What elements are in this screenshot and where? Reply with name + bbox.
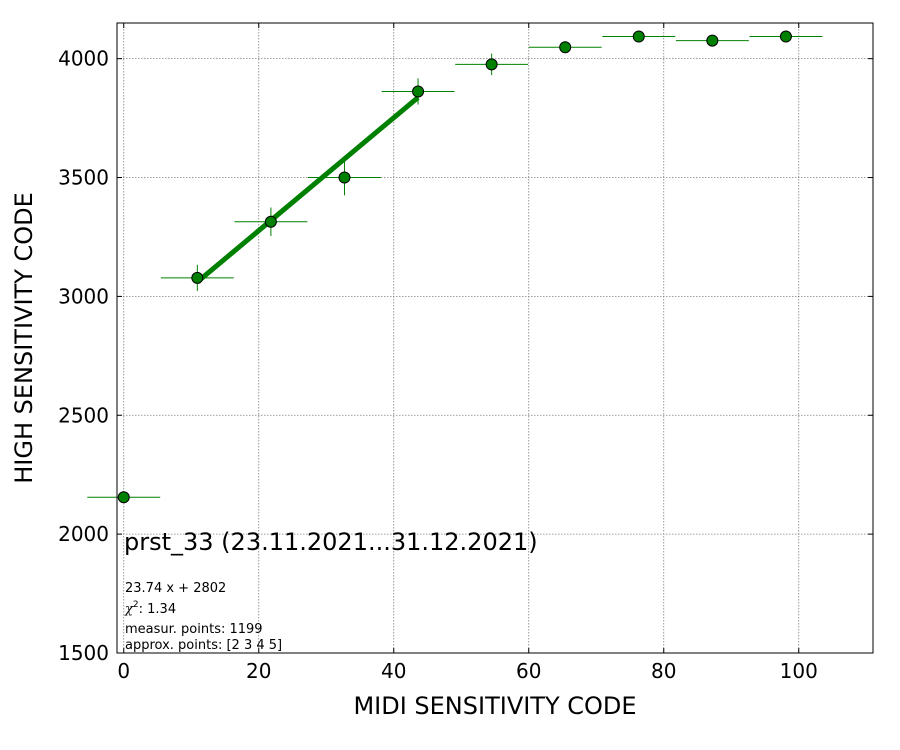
fit-line-group xyxy=(195,95,420,284)
data-point xyxy=(412,85,425,98)
x-axis-label: MIDI SENSITIVITY CODE xyxy=(353,692,636,720)
data-point xyxy=(191,271,204,284)
data-points xyxy=(117,30,792,504)
annotation-chi2: χ2: 1.34 xyxy=(124,600,176,617)
y-tick-label: 1500 xyxy=(58,641,109,665)
annotation-approx-points: approx. points: [2 3 4 5] xyxy=(125,638,282,653)
data-point xyxy=(779,30,792,43)
data-point xyxy=(485,58,498,71)
annotations: prst_33 (23.11.2021...31.12.2021) 23.74 … xyxy=(124,528,538,653)
fit-line xyxy=(195,95,420,284)
annotation-title: prst_33 (23.11.2021...31.12.2021) xyxy=(124,528,538,556)
data-point xyxy=(632,30,645,43)
annotation-chi2-value: 1.34 xyxy=(147,602,176,617)
y-tick-label: 3500 xyxy=(58,166,109,190)
x-tick-label: 0 xyxy=(117,659,130,683)
y-tick-label: 4000 xyxy=(58,47,109,71)
x-tick-label: 100 xyxy=(780,659,818,683)
x-tick-label: 20 xyxy=(246,659,271,683)
x-tick-label: 80 xyxy=(651,659,676,683)
x-tick-label: 60 xyxy=(516,659,541,683)
errorbars xyxy=(87,36,823,498)
data-point xyxy=(117,491,130,504)
x-tick-label: 40 xyxy=(381,659,406,683)
annotation-fit-formula: 23.74 x + 2802 xyxy=(125,581,226,596)
y-tick-label: 2000 xyxy=(58,522,109,546)
axis-ticks: 0 20 40 60 80 100 1500 2000 2500 3000 3500 4000 xyxy=(58,23,873,683)
grid xyxy=(117,23,873,654)
annotation-measur-points: measur. points: 1199 xyxy=(125,622,263,637)
data-point xyxy=(559,41,572,54)
data-point xyxy=(338,171,351,184)
data-point xyxy=(264,215,277,228)
y-tick-label: 2500 xyxy=(58,403,109,427)
plot-frame xyxy=(116,22,874,654)
y-tick-label: 3000 xyxy=(58,284,109,308)
y-axis-label: HIGH SENSITIVITY CODE xyxy=(10,192,38,484)
data-point xyxy=(706,34,719,47)
